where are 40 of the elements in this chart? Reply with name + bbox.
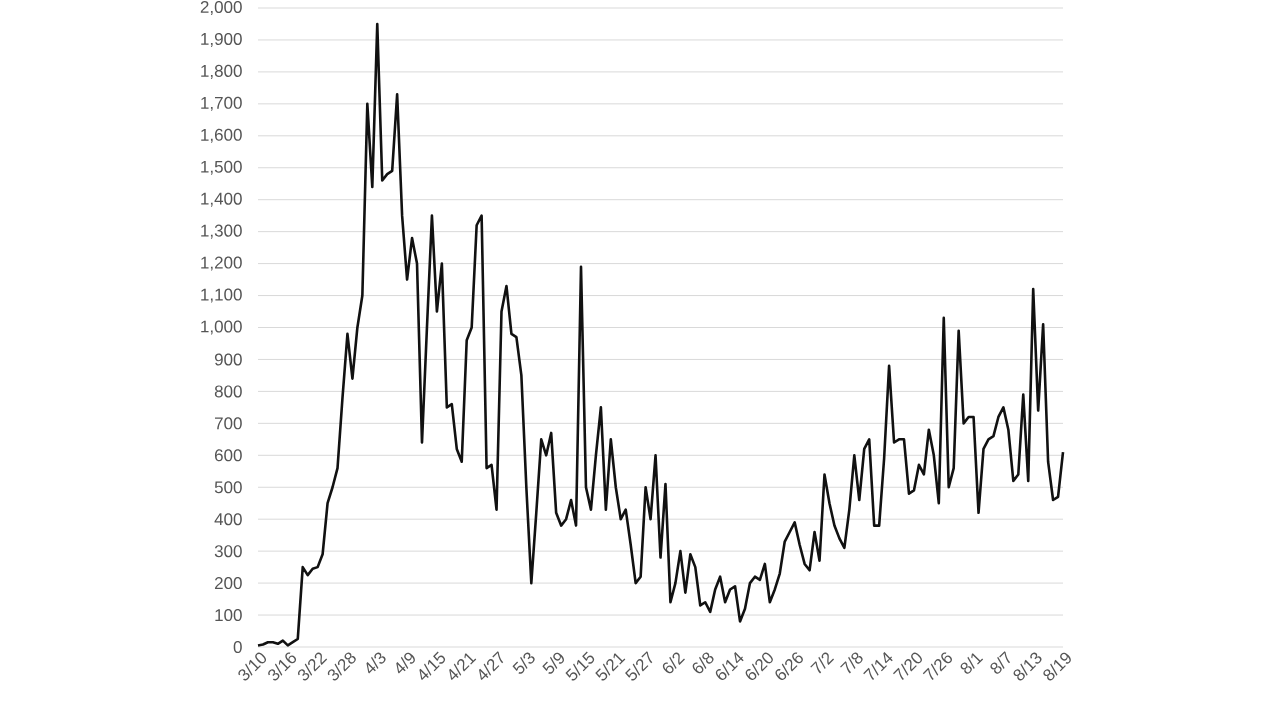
x-tick-label: 5/3	[512, 652, 535, 674]
y-tick-label: 1,400	[201, 192, 242, 207]
x-tick-label: 6/8	[692, 652, 714, 674]
x-tick-label: 6/20	[745, 652, 773, 680]
y-tick-label: 1,300	[201, 224, 242, 239]
x-tick-label: 4/3	[366, 652, 386, 674]
y-tick-label: 1,800	[201, 64, 242, 79]
y-tick-label: 1,100	[201, 288, 242, 303]
y-tick-label: 1,000	[201, 320, 242, 335]
y-tick-label: 1,700	[201, 96, 242, 111]
x-tick-label: 8/7	[990, 651, 1011, 674]
x-tick-label: 6/26	[775, 652, 803, 680]
y-tick-label: 1,500	[201, 160, 242, 175]
y-tick-label: 1,200	[201, 256, 242, 271]
x-tick-label: 6/14	[715, 652, 744, 680]
y-tick-label: 800	[214, 385, 242, 398]
y-tick-label: 700	[214, 417, 242, 430]
x-tick-label: 6/2	[662, 652, 685, 674]
y-tick-label: 200	[214, 577, 242, 590]
x-tick-label: 7/26	[922, 652, 952, 681]
y-tick-label: 1,900	[201, 32, 242, 47]
x-tick-label: 7/2	[810, 652, 835, 674]
x-tick-label: 8/1	[960, 653, 984, 674]
y-tick-label: 400	[214, 513, 242, 526]
y-tick-label: 600	[214, 449, 242, 462]
y-tick-label: 900	[214, 353, 242, 366]
y-tick-label: 300	[214, 545, 242, 558]
x-tick-label: 4/21	[449, 653, 477, 681]
x-tick-label: 4/9	[396, 652, 415, 674]
x-tick-label: 5/9	[542, 652, 564, 674]
y-tick-label: 100	[215, 609, 242, 622]
x-tick-label: 7/20	[893, 652, 922, 681]
y-tick-label: 1,600	[201, 128, 242, 143]
x-tick-label: 5/21	[595, 653, 626, 681]
line-series	[256, 22, 1065, 647]
y-tick-label: 500	[214, 481, 242, 494]
x-tick-label: 7/14	[863, 652, 893, 681]
x-tick-label: 7/8	[840, 652, 863, 674]
y-tick-label: 0	[233, 640, 242, 654]
y-tick-label: 2,000	[200, 0, 242, 16]
